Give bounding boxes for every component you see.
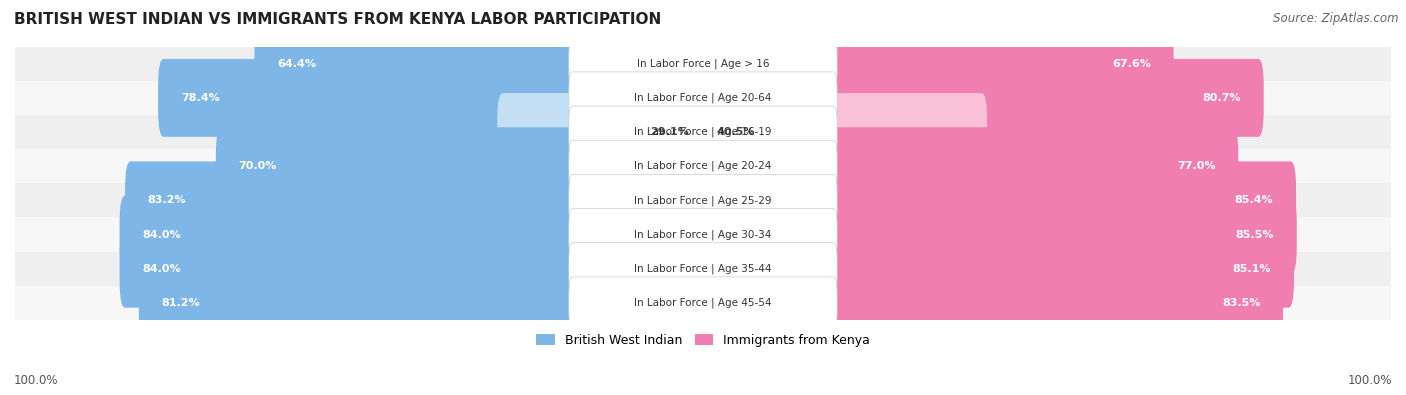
Bar bbox=[15, 183, 1391, 218]
FancyBboxPatch shape bbox=[569, 38, 837, 90]
FancyBboxPatch shape bbox=[139, 264, 709, 342]
FancyBboxPatch shape bbox=[120, 196, 709, 273]
Text: In Labor Force | Age 35-44: In Labor Force | Age 35-44 bbox=[634, 263, 772, 274]
FancyBboxPatch shape bbox=[157, 59, 709, 137]
Text: 85.5%: 85.5% bbox=[1236, 229, 1274, 239]
FancyBboxPatch shape bbox=[217, 127, 709, 205]
Bar bbox=[15, 218, 1391, 252]
FancyBboxPatch shape bbox=[120, 230, 709, 308]
Text: In Labor Force | Age > 16: In Labor Force | Age > 16 bbox=[637, 58, 769, 69]
FancyBboxPatch shape bbox=[697, 59, 1264, 137]
FancyBboxPatch shape bbox=[569, 72, 837, 124]
FancyBboxPatch shape bbox=[125, 162, 709, 239]
Text: 81.2%: 81.2% bbox=[162, 298, 200, 308]
Text: 67.6%: 67.6% bbox=[1112, 59, 1152, 69]
Text: 40.5%: 40.5% bbox=[717, 127, 755, 137]
Text: 83.2%: 83.2% bbox=[148, 196, 186, 205]
Text: In Labor Force | Age 30-34: In Labor Force | Age 30-34 bbox=[634, 229, 772, 240]
FancyBboxPatch shape bbox=[697, 196, 1296, 273]
Text: 64.4%: 64.4% bbox=[277, 59, 316, 69]
Text: 85.4%: 85.4% bbox=[1234, 196, 1274, 205]
Text: 83.5%: 83.5% bbox=[1222, 298, 1260, 308]
Text: 85.1%: 85.1% bbox=[1233, 264, 1271, 274]
Text: 70.0%: 70.0% bbox=[239, 161, 277, 171]
Bar bbox=[15, 81, 1391, 115]
Text: 78.4%: 78.4% bbox=[181, 93, 219, 103]
Text: Source: ZipAtlas.com: Source: ZipAtlas.com bbox=[1274, 12, 1399, 25]
Text: 29.1%: 29.1% bbox=[651, 127, 689, 137]
Text: 100.0%: 100.0% bbox=[14, 374, 59, 387]
Text: 84.0%: 84.0% bbox=[142, 264, 181, 274]
Bar bbox=[15, 149, 1391, 183]
Legend: British West Indian, Immigrants from Kenya: British West Indian, Immigrants from Ken… bbox=[531, 329, 875, 352]
FancyBboxPatch shape bbox=[254, 25, 709, 103]
FancyBboxPatch shape bbox=[697, 162, 1296, 239]
FancyBboxPatch shape bbox=[498, 93, 709, 171]
Text: 77.0%: 77.0% bbox=[1177, 161, 1216, 171]
Bar bbox=[15, 252, 1391, 286]
FancyBboxPatch shape bbox=[569, 277, 837, 329]
FancyBboxPatch shape bbox=[569, 106, 837, 158]
FancyBboxPatch shape bbox=[697, 93, 987, 171]
Text: In Labor Force | Age 16-19: In Labor Force | Age 16-19 bbox=[634, 127, 772, 137]
FancyBboxPatch shape bbox=[697, 230, 1294, 308]
FancyBboxPatch shape bbox=[697, 25, 1174, 103]
Bar bbox=[15, 115, 1391, 149]
Bar bbox=[15, 286, 1391, 320]
FancyBboxPatch shape bbox=[697, 127, 1239, 205]
Text: In Labor Force | Age 20-24: In Labor Force | Age 20-24 bbox=[634, 161, 772, 171]
Text: In Labor Force | Age 20-64: In Labor Force | Age 20-64 bbox=[634, 92, 772, 103]
Text: BRITISH WEST INDIAN VS IMMIGRANTS FROM KENYA LABOR PARTICIPATION: BRITISH WEST INDIAN VS IMMIGRANTS FROM K… bbox=[14, 12, 661, 27]
Bar bbox=[15, 47, 1391, 81]
Text: 80.7%: 80.7% bbox=[1202, 93, 1241, 103]
FancyBboxPatch shape bbox=[697, 264, 1284, 342]
Text: 100.0%: 100.0% bbox=[1347, 374, 1392, 387]
FancyBboxPatch shape bbox=[569, 243, 837, 295]
FancyBboxPatch shape bbox=[569, 209, 837, 261]
Text: In Labor Force | Age 25-29: In Labor Force | Age 25-29 bbox=[634, 195, 772, 206]
Text: In Labor Force | Age 45-54: In Labor Force | Age 45-54 bbox=[634, 298, 772, 308]
Text: 84.0%: 84.0% bbox=[142, 229, 181, 239]
FancyBboxPatch shape bbox=[569, 175, 837, 226]
FancyBboxPatch shape bbox=[569, 140, 837, 192]
